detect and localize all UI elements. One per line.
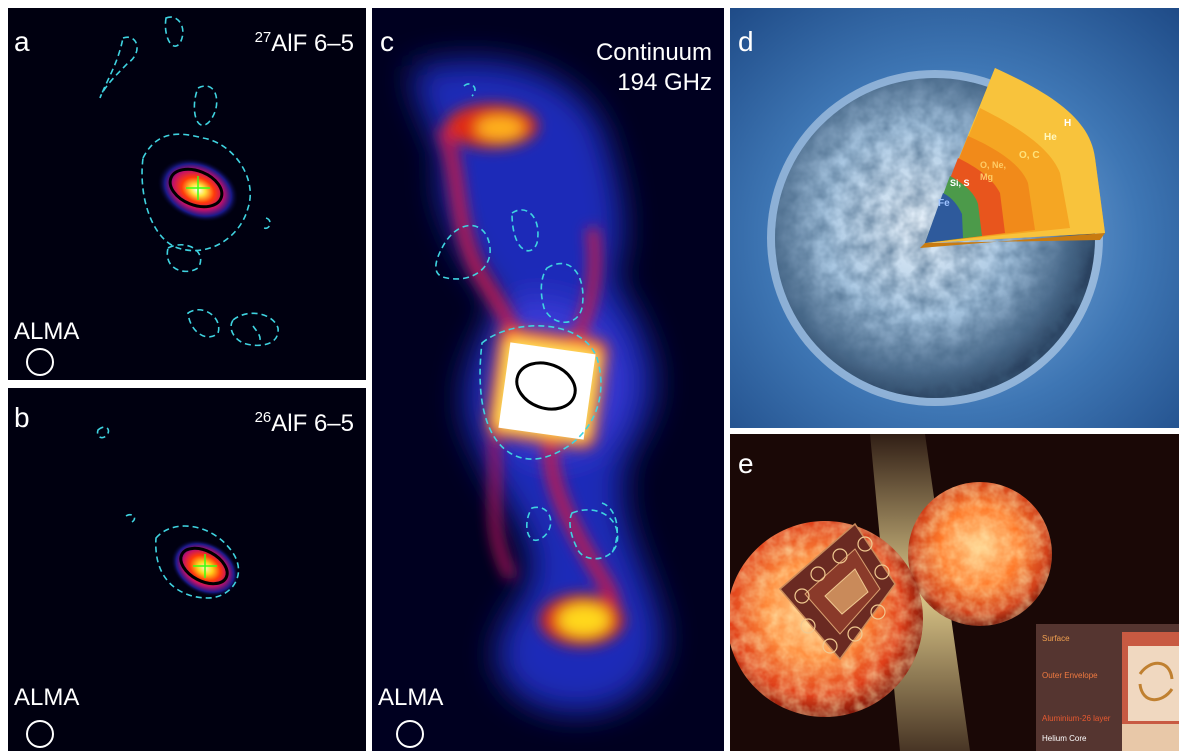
layer-fe-label: Fe: [938, 198, 950, 209]
panel-a: a 27AlF 6–5 ALMA: [8, 8, 366, 380]
inset-outer-envelope-label: Outer Envelope: [1042, 671, 1098, 680]
layer-si-s-label: Si, S: [950, 178, 970, 188]
inset-surface-label: Surface: [1042, 634, 1070, 643]
layer-he-label: He: [1044, 132, 1057, 143]
panel-a-image: [8, 8, 366, 380]
layer-o-ne-mg-label: O, Ne, Mg: [980, 160, 1007, 182]
panel-b: b 26AlF 6–5 ALMA: [8, 388, 366, 751]
panel-b-line-label: 26AlF 6–5: [254, 409, 354, 437]
panel-c-title-line2: 194 GHz: [617, 69, 712, 96]
panel-c-title-line1: Continuum: [595, 39, 712, 66]
panel-d-label: d: [738, 26, 754, 57]
panel-c-image: [372, 8, 724, 751]
panel-c-title: Continuum 194 GHz: [596, 38, 712, 98]
panel-a-instrument: ALMA: [14, 318, 80, 345]
panel-b-label: b: [14, 402, 30, 433]
star-cutaway: [778, 522, 896, 661]
layer-h-label: H: [1064, 118, 1072, 129]
panel-b-image: [8, 388, 366, 751]
panel-b-line-text: AlF 6–5: [271, 410, 354, 437]
panel-c-instrument: ALMA: [378, 684, 444, 711]
star-layers-cutaway: [920, 68, 1105, 248]
inset-helium-core-label: Helium Core: [1042, 734, 1087, 743]
layer-inset: [1036, 624, 1179, 751]
panel-a-line-text: AlF 6–5: [271, 30, 354, 57]
panel-a-label: a: [14, 26, 30, 57]
panel-a-beam-icon: [26, 348, 54, 376]
panel-d-image: [730, 8, 1179, 428]
panel-b-instrument: ALMA: [14, 684, 80, 711]
panel-e: e Surface Outer Envelope Aluminium-26 la…: [730, 434, 1179, 751]
panel-b-mass-number: 26: [254, 409, 272, 426]
panel-c-beam-icon: [396, 720, 424, 748]
panel-c: c Continuum 194 GHz ALMA: [372, 8, 724, 751]
panel-a-mass-number: 27: [254, 29, 272, 46]
inset-al26-layer-label: Aluminium-26 layer: [1042, 714, 1111, 723]
panel-e-label: e: [738, 448, 754, 479]
panel-d: d H He O, C O, Ne, Mg Si, S Fe: [730, 8, 1179, 428]
panel-c-label: c: [380, 26, 394, 57]
panel-e-image: [730, 434, 1179, 751]
panel-a-line-label: 27AlF 6–5: [254, 29, 354, 57]
panel-b-beam-icon: [26, 720, 54, 748]
layer-o-c-label: O, C: [1019, 150, 1040, 161]
